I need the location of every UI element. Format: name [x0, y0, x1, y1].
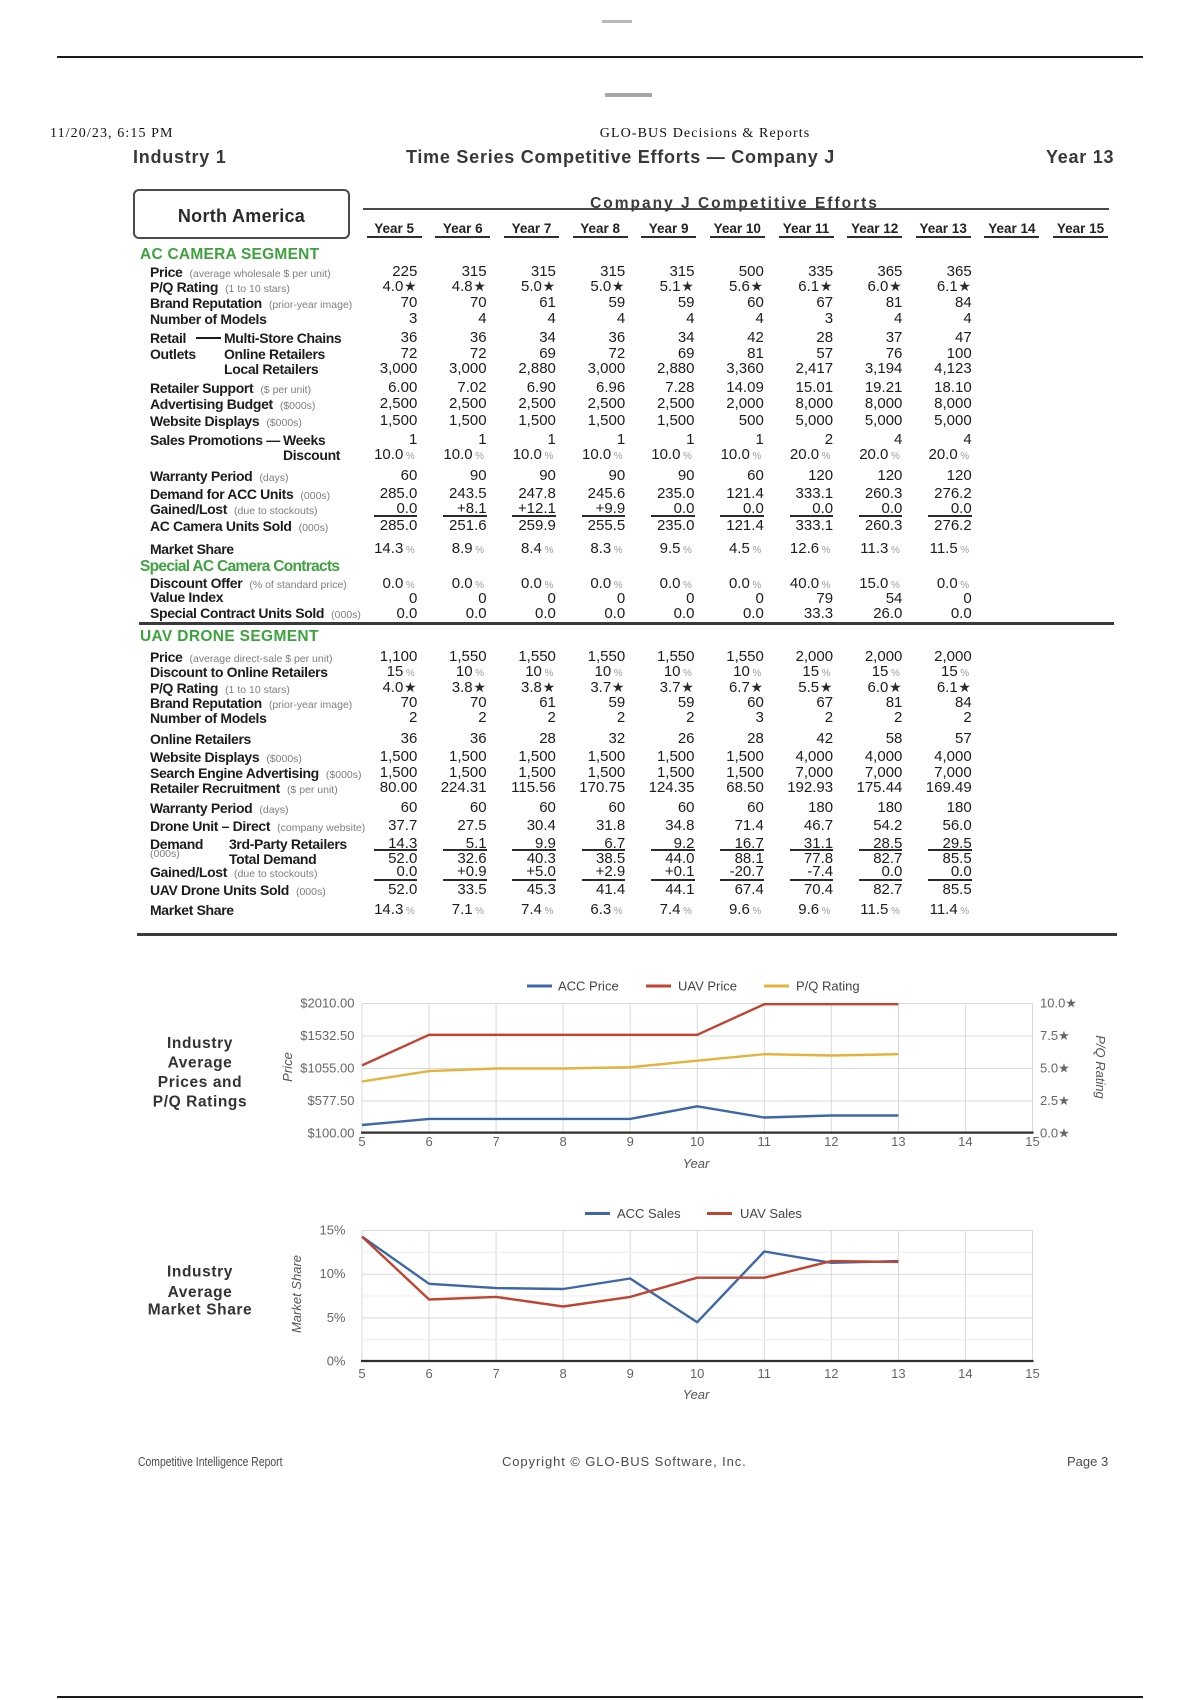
- svg-text:ACC Price: ACC Price: [558, 979, 619, 994]
- svg-text:Market Share: Market Share: [148, 1302, 253, 1319]
- svg-text:P/Q Rating: P/Q Rating: [796, 979, 860, 994]
- svg-text:10%: 10%: [319, 1266, 345, 1281]
- svg-text:12: 12: [824, 1366, 838, 1381]
- svg-text:ACC Sales: ACC Sales: [617, 1206, 681, 1221]
- svg-text:$1055.00: $1055.00: [300, 1061, 354, 1076]
- svg-text:Industry: Industry: [167, 1264, 233, 1281]
- svg-text:10: 10: [690, 1366, 704, 1381]
- svg-text:13: 13: [891, 1134, 905, 1149]
- svg-text:Year: Year: [683, 1156, 710, 1171]
- svg-text:14: 14: [958, 1134, 972, 1149]
- svg-text:2.5★: 2.5★: [1040, 1093, 1070, 1108]
- svg-text:9: 9: [627, 1134, 634, 1149]
- svg-text:14: 14: [958, 1366, 972, 1381]
- svg-text:$2010.00: $2010.00: [300, 996, 354, 1011]
- svg-text:0%: 0%: [327, 1354, 346, 1369]
- svg-text:11: 11: [758, 1134, 772, 1149]
- svg-text:Prices and: Prices and: [158, 1074, 242, 1091]
- svg-text:12: 12: [824, 1134, 838, 1149]
- svg-text:6: 6: [425, 1366, 432, 1381]
- svg-text:5.0★: 5.0★: [1040, 1061, 1070, 1076]
- svg-text:UAV Price: UAV Price: [678, 979, 737, 994]
- svg-text:$100.00: $100.00: [308, 1126, 355, 1141]
- svg-text:5%: 5%: [327, 1310, 346, 1325]
- svg-text:UAV Sales: UAV Sales: [740, 1206, 802, 1221]
- svg-text:7: 7: [492, 1134, 499, 1149]
- svg-text:7.5★: 7.5★: [1040, 1028, 1070, 1043]
- svg-text:15%: 15%: [319, 1223, 345, 1238]
- svg-text:5: 5: [358, 1134, 365, 1149]
- svg-text:10: 10: [690, 1134, 704, 1149]
- svg-text:$577.50: $577.50: [308, 1093, 355, 1108]
- svg-text:P/Q Ratings: P/Q Ratings: [153, 1094, 247, 1111]
- svg-text:5: 5: [358, 1366, 365, 1381]
- svg-text:Average: Average: [168, 1284, 233, 1301]
- svg-text:13: 13: [891, 1366, 905, 1381]
- svg-text:P/Q Rating: P/Q Rating: [1093, 1035, 1108, 1099]
- svg-text:11: 11: [758, 1366, 772, 1381]
- svg-text:10.0★: 10.0★: [1040, 996, 1077, 1011]
- svg-text:0.0★: 0.0★: [1040, 1126, 1070, 1141]
- svg-text:15: 15: [1025, 1366, 1039, 1381]
- svg-text:15: 15: [1025, 1134, 1039, 1149]
- svg-text:$1532.50: $1532.50: [300, 1028, 354, 1043]
- svg-text:9: 9: [627, 1366, 634, 1381]
- svg-text:7: 7: [492, 1366, 499, 1381]
- svg-text:Industry: Industry: [167, 1035, 233, 1052]
- svg-text:Price: Price: [280, 1052, 295, 1082]
- svg-text:Year: Year: [683, 1387, 710, 1402]
- svg-text:8: 8: [559, 1134, 566, 1149]
- svg-text:6: 6: [425, 1134, 432, 1149]
- svg-text:8: 8: [559, 1366, 566, 1381]
- svg-text:Market Share: Market Share: [289, 1255, 304, 1333]
- svg-text:Average: Average: [168, 1055, 233, 1072]
